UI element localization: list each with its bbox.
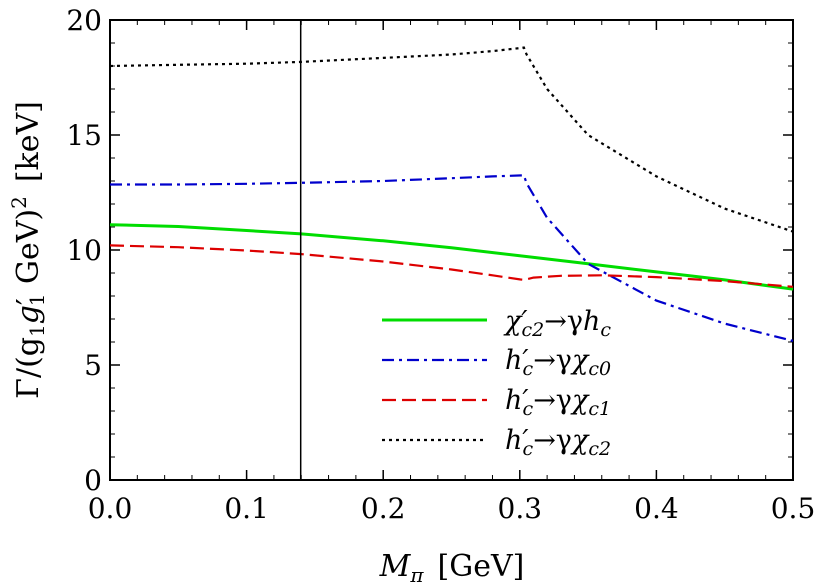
- x-tick-label: 0.2: [361, 492, 406, 525]
- y-title-sup: 2: [7, 196, 31, 209]
- x-tick-label: 0.1: [224, 492, 269, 525]
- y-tick-label: 10: [66, 234, 102, 267]
- legend-label-hc-chi-c2: h′c→γχc2: [505, 425, 611, 460]
- series-chi-c2-prime-to-gamma-hc: [109, 223, 794, 291]
- legend-label-hc-chi-c1: h′c→γχc1: [505, 385, 611, 420]
- y-axis-ticks: 0 5 10 15 20: [66, 4, 793, 497]
- y-tick-label: 20: [66, 4, 102, 37]
- x-title-main: M: [379, 549, 412, 584]
- plot-frame: [109, 19, 794, 481]
- series-hc-prime-to-gamma-chi-c0: [110, 174, 794, 342]
- series-hc-prime-to-gamma-chi-c1: [109, 244, 794, 288]
- legend: χ′c2→γhc h′c→γχc0 h′c→γχc1 h′c→γχc2: [382, 306, 611, 460]
- y-title-sub2: 1: [25, 294, 49, 307]
- series-hc-prime-to-gamma-chi-c2: [109, 46, 794, 233]
- y-title-mid: GeV): [11, 209, 46, 294]
- y-title-sub1: 1: [25, 324, 49, 337]
- y-title-gamma: Γ/(g: [11, 337, 46, 399]
- x-axis-ticks: 0.0 0.1 0.2 0.3 0.4 0.5: [88, 20, 816, 525]
- y-tick-label: 0: [84, 464, 102, 497]
- y-tick-label: 15: [66, 119, 102, 152]
- x-axis-title: Mπ [GeV]: [379, 549, 525, 585]
- x-tick-label: 0.4: [634, 492, 679, 525]
- y-title-unit: [keV]: [11, 101, 46, 182]
- x-title-unit: [GeV]: [438, 549, 525, 584]
- x-tick-label: 0.0: [88, 492, 133, 525]
- series-layer: [109, 46, 794, 342]
- y-tick-label: 5: [84, 349, 102, 382]
- y-title-g2: g: [11, 305, 46, 324]
- x-title-sub: π: [409, 563, 424, 585]
- legend-label-chi-c2-prime: χ′c2→γhc: [503, 306, 611, 341]
- x-tick-label: 0.3: [498, 492, 543, 525]
- legend-label-hc-chi-c0: h′c→γχc0: [505, 345, 611, 380]
- y-title-prime: ′: [11, 298, 46, 305]
- x-tick-label: 0.5: [771, 492, 816, 525]
- y-axis-title: Γ/(g1g′1 GeV)2[keV]: [7, 101, 49, 399]
